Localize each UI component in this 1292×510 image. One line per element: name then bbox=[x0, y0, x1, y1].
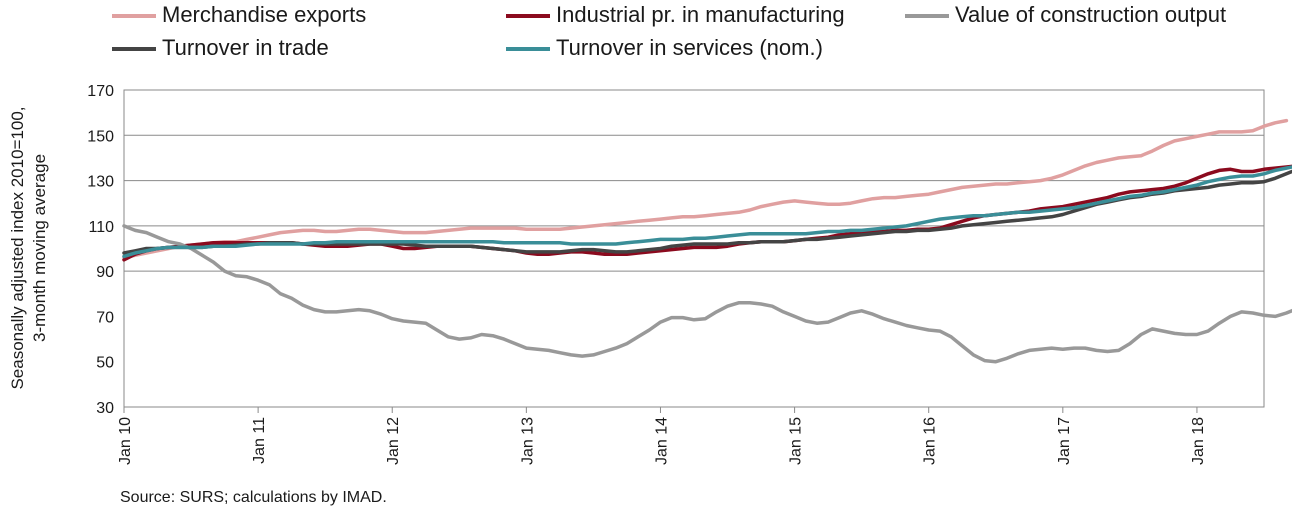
series-line-4 bbox=[122, 165, 1292, 259]
legend: Merchandise exports Industrial pr. in man… bbox=[112, 2, 1226, 60]
y-axis-title-line2: 3-month moving average bbox=[30, 154, 49, 342]
y-tick-label: 170 bbox=[87, 83, 114, 100]
y-tick-label: 110 bbox=[88, 219, 114, 236]
y-tick-label: 70 bbox=[96, 309, 114, 326]
series-lines bbox=[122, 118, 1292, 364]
y-tick-label: 130 bbox=[87, 174, 114, 191]
x-tick-label: Jan 13 bbox=[519, 417, 536, 465]
x-tick-label: Jan 15 bbox=[788, 417, 805, 465]
legend-label: Merchandise exports bbox=[162, 2, 366, 27]
gridlines bbox=[124, 134, 1264, 272]
y-tick-label: 30 bbox=[96, 400, 114, 417]
legend-label: Value of construction output bbox=[955, 2, 1226, 27]
y-axis-title-line1: Seasonally adjusted index 2010=100, bbox=[8, 106, 27, 389]
y-tick-label: 150 bbox=[87, 128, 114, 145]
legend-label: Industrial pr. in manufacturing bbox=[556, 2, 845, 27]
x-tick-label: Jan 11 bbox=[251, 417, 268, 464]
y-axis-ticks: 30 50 70 90 110 130 150 170 bbox=[87, 83, 114, 417]
series-line-2 bbox=[122, 224, 1292, 364]
x-axis-ticks: Jan 10 Jan 11 Jan 12 Jan 13 Jan 14 Jan 15 Jan … bbox=[117, 407, 1207, 465]
plot-frame bbox=[123, 89, 1265, 408]
x-tick-label: Jan 16 bbox=[922, 417, 939, 465]
y-tick-label: 90 bbox=[96, 264, 114, 281]
x-tick-label: Jan 14 bbox=[653, 417, 670, 465]
y-tick-label: 50 bbox=[96, 355, 114, 372]
x-tick-label: Jan 10 bbox=[117, 417, 134, 465]
series-line-0 bbox=[122, 118, 1289, 260]
x-tick-label: Jan 17 bbox=[1056, 417, 1073, 465]
source-note: Source: SURS; calculations by IMAD. bbox=[120, 489, 387, 506]
series-line-3 bbox=[122, 169, 1292, 255]
legend-label: Turnover in services (nom.) bbox=[556, 35, 823, 60]
x-tick-label: Jan 18 bbox=[1190, 417, 1207, 465]
x-tick-label: Jan 12 bbox=[385, 417, 402, 465]
legend-label: Turnover in trade bbox=[162, 35, 329, 60]
